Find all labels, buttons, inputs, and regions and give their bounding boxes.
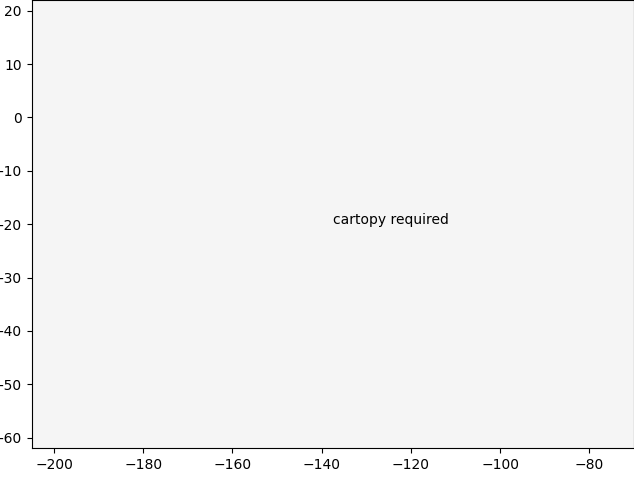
Text: cartopy required: cartopy required xyxy=(333,213,449,227)
